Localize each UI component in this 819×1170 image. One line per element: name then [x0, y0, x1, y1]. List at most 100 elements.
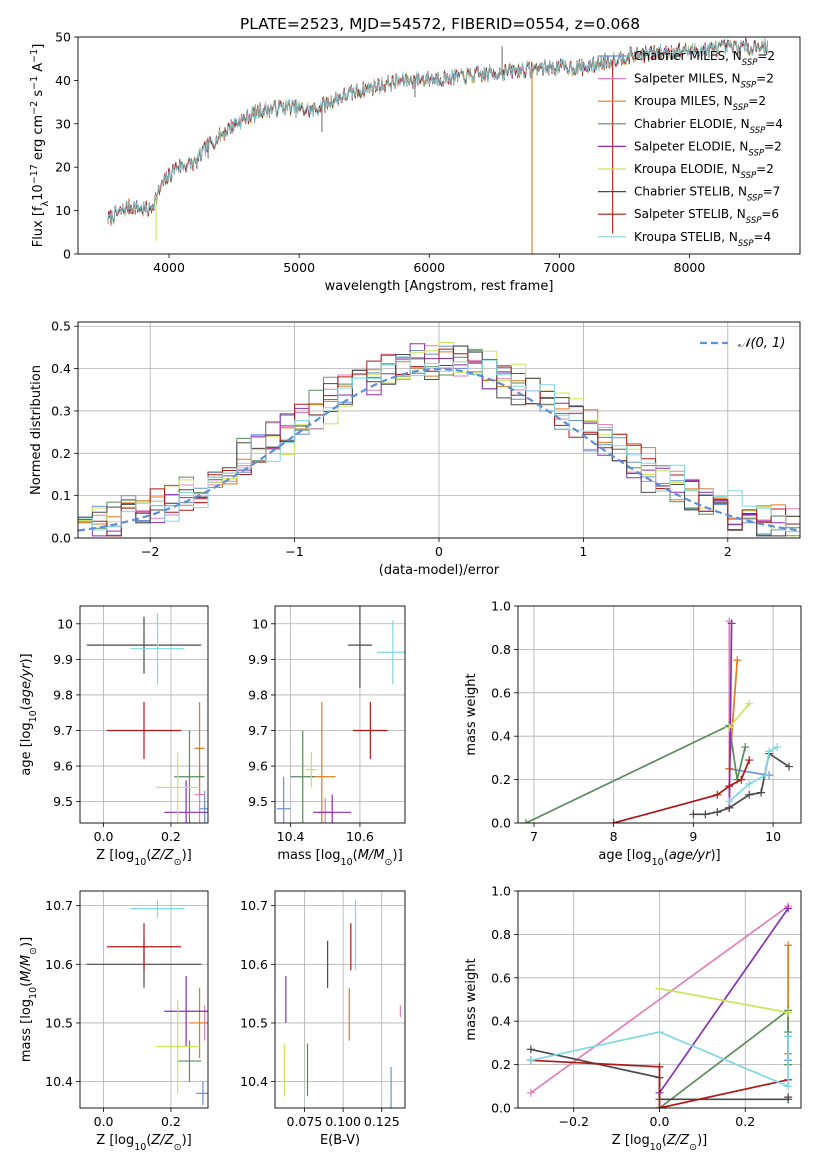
errorbar-salpeter-stelib	[106, 702, 182, 759]
errorbar-chabrier-miles	[276, 776, 291, 823]
plot-area-massweight_vs_Z	[526, 902, 793, 1108]
legend-label: Chabrier ELODIE, NSSP=4	[634, 117, 783, 136]
y-tick-label: 0.6	[491, 970, 511, 985]
series-marker	[773, 743, 782, 752]
y-tick-label: 9.7	[248, 723, 268, 738]
y-tick-label: 10.6	[45, 957, 73, 972]
y-tick-label: 10.4	[240, 1074, 268, 1089]
y-tick-label: 0.4	[491, 729, 511, 744]
legend-label: Salpeter ELODIE, NSSP=2	[634, 139, 782, 158]
y-tick-label: 20	[55, 160, 71, 175]
axes-frame	[79, 605, 209, 824]
x-tick-label: 7000	[543, 260, 575, 275]
errorbar-salpeter-elodie	[313, 794, 352, 823]
x-tick-label: 0.125	[364, 1114, 400, 1129]
series-line	[728, 703, 750, 729]
series-marker	[784, 1093, 793, 1102]
panel-residuals: −2 −1 0 1 2 0.0 0.1 0.2 0.3 0.4 0.5 (data-model)/er…	[29, 319, 801, 578]
x-tick-label: 2	[724, 544, 732, 559]
x-tick-label: 6000	[413, 260, 445, 275]
y-axis-label: mass weight	[464, 958, 479, 1040]
plot-area-massweight_vs_age	[521, 617, 794, 823]
x-tick-label: 10	[765, 829, 781, 844]
legend-label: Chabrier STELIB, NSSP=7	[634, 185, 780, 204]
x-axis-label: E(B-V)	[320, 1133, 360, 1148]
series-marker	[655, 1104, 664, 1108]
x-tick-label: 0.2	[161, 829, 181, 844]
series-marker	[761, 771, 770, 780]
series-marker	[713, 808, 722, 817]
errorbar-kroupa-miles	[189, 987, 208, 1059]
series-marker	[713, 790, 722, 799]
legend-label: Salpeter MILES, NSSP=2	[634, 72, 774, 91]
series-marker	[737, 775, 746, 784]
errorbar-chabrier-stelib	[347, 606, 373, 688]
series-marker	[733, 656, 742, 665]
y-tick-label: 40	[55, 73, 71, 88]
mass-weight-series-salpeter-stelib	[609, 756, 754, 823]
axes-frame	[274, 605, 406, 824]
legend-label: Kroupa STELIB, NSSP=4	[634, 230, 771, 249]
x-tick-label: 10.4	[277, 829, 305, 844]
mass-weight-series-kroupa-elodie	[655, 984, 793, 1017]
errorbar-kroupa-elodie	[306, 751, 317, 788]
plot-area-residuals	[78, 342, 800, 537]
errorbar-kroupa-elodie	[155, 751, 200, 823]
series-marker	[784, 941, 793, 950]
x-tick-label: −1	[285, 544, 303, 559]
y-tick-label: 0.0	[491, 1101, 511, 1116]
y-tick-label: 9.9	[53, 652, 73, 667]
y-tick-label: 10.6	[240, 957, 268, 972]
errorbar-chabrier-miles	[196, 1081, 208, 1106]
panel-massweight_vs_Z: −0.2 0.0 0.2 0.0 0.2 0.4 0.6 0.8 1.0 Z [log10(Z/Z…	[464, 884, 802, 1153]
plot-area-spectrum	[107, 37, 768, 254]
x-tick-label: 8000	[674, 260, 706, 275]
x-tick-label: −2	[141, 544, 159, 559]
axes-frame	[77, 321, 801, 539]
series-marker	[526, 1045, 535, 1054]
y-tick-label: 0.8	[491, 927, 511, 942]
histogram-kroupa-stelib	[78, 356, 800, 533]
spectrum-legend: Chabrier MILES, NSSP=2 Salpeter MILES, NS…	[598, 49, 783, 249]
x-tick-label: 0.2	[161, 1114, 181, 1129]
x-tick-label: 0.0	[94, 829, 114, 844]
series-marker	[765, 747, 774, 756]
series-marker	[725, 797, 734, 806]
series-marker	[745, 756, 754, 765]
errorbar-chabrier-elodie	[177, 1040, 202, 1082]
errorbar-kroupa-elodie	[155, 999, 200, 1094]
y-tick-label: 9.8	[248, 687, 268, 702]
histogram-salpeter-stelib	[78, 348, 800, 537]
series-marker	[727, 619, 736, 628]
series-marker	[785, 762, 794, 771]
y-tick-label: 0.4	[491, 1014, 511, 1029]
x-axis-label: mass [log10(M/M⊙)]	[277, 848, 402, 868]
y-tick-label: 10.5	[240, 1015, 268, 1030]
panel-mass_vs_Z: 0.0 0.2 10.4 10.5 10.6 10.7 Z [log10(Z/Z⊙)] mas…	[19, 890, 209, 1153]
series-line	[659, 987, 789, 1014]
y-tick-label: 9.6	[248, 759, 268, 774]
y-tick-label: 0.2	[51, 446, 71, 461]
x-tick-label: 0	[435, 544, 443, 559]
plot-area-age_vs_Z	[86, 613, 208, 823]
x-axis-label: wavelength [Angstrom, rest frame]	[325, 279, 554, 294]
series-marker	[784, 1032, 793, 1041]
panel-age_vs_mass: 10.4 10.6 9.5 9.6 9.7 9.8 9.9 10 mass [log10(M/M…	[248, 605, 406, 868]
y-axis-label: Normed distribution	[29, 365, 44, 495]
panel-mass_vs_ebv: 0.075 0.100 0.125 10.4 10.5 10.6 10.7 E(B-V)	[240, 890, 406, 1148]
y-tick-label: 30	[55, 116, 71, 131]
errorbar-salpeter-stelib	[353, 702, 388, 759]
y-axis-label: mass weight	[464, 673, 479, 755]
series-marker	[526, 1088, 535, 1097]
x-axis-label: (data-model)/error	[379, 563, 500, 578]
series-marker	[689, 810, 698, 819]
y-tick-label: 10.7	[45, 898, 73, 913]
series-marker	[521, 819, 530, 823]
y-tick-label: 0.3	[51, 403, 71, 418]
series-marker	[701, 810, 710, 819]
series-line	[530, 1031, 789, 1088]
y-tick-label: 10.5	[45, 1015, 73, 1030]
series-marker	[741, 743, 750, 752]
plot-area-mass_vs_Z	[86, 899, 208, 1106]
series-marker	[784, 904, 793, 913]
